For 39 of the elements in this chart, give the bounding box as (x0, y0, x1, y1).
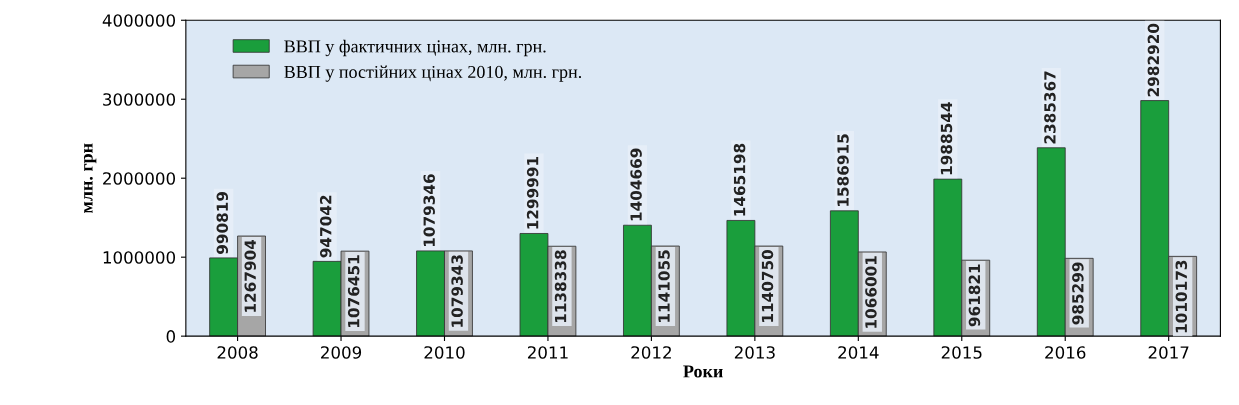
data-label: 1141055 (658, 250, 670, 322)
data-label: 985299 (1072, 262, 1084, 325)
x-tick-label: 2011 (527, 346, 568, 359)
data-label: 2385367 (1044, 71, 1056, 144)
data-label: 1465198 (733, 143, 746, 216)
data-label: 1586915 (837, 134, 849, 206)
y-tick-label: 0 (166, 330, 176, 343)
x-tick-label: 2010 (424, 346, 465, 359)
data-label: 1076451 (347, 255, 360, 327)
data-label: 1079346 (423, 174, 435, 247)
legend-label: ВВП у постійних цінах 2010, млн. грн. (284, 65, 582, 82)
x-tick-label: 2009 (321, 346, 362, 359)
x-tick-label: 2012 (631, 346, 671, 359)
data-label: 1140750 (761, 249, 774, 322)
y-tick-label: 2000000 (103, 172, 176, 185)
x-tick-label: 2015 (941, 346, 982, 359)
x-tick-label: 2017 (1148, 346, 1189, 359)
data-label: 1010173 (1175, 260, 1188, 333)
data-label: 1138338 (554, 250, 567, 323)
data-label: 2982920 (1147, 23, 1160, 97)
data-label: 1267904 (244, 239, 256, 312)
data-label: 1404669 (630, 148, 642, 221)
y-tick-label: 4000000 (102, 14, 176, 27)
x-tick-label: 2014 (838, 346, 879, 359)
data-label: 961821 (968, 264, 981, 327)
x-tick-label: 2008 (217, 346, 258, 359)
data-label: 947042 (319, 195, 332, 258)
x-axis-title: Роки (683, 365, 723, 378)
data-label: 1299991 (526, 156, 539, 229)
data-label: 1079343 (451, 255, 463, 327)
x-tick-label: 2016 (1045, 346, 1086, 359)
y-tick-label: 3000000 (103, 93, 176, 106)
x-tick-label: 2013 (734, 346, 775, 359)
data-label: 1988544 (940, 102, 953, 175)
y-axis-title: млн. грн (83, 143, 97, 213)
legend-label: ВВП у фактичних цінах, млн. грн. (284, 39, 546, 57)
data-label: 1066001 (865, 256, 877, 328)
data-label: 990819 (216, 191, 229, 254)
y-tick-label: 1000000 (103, 251, 176, 264)
